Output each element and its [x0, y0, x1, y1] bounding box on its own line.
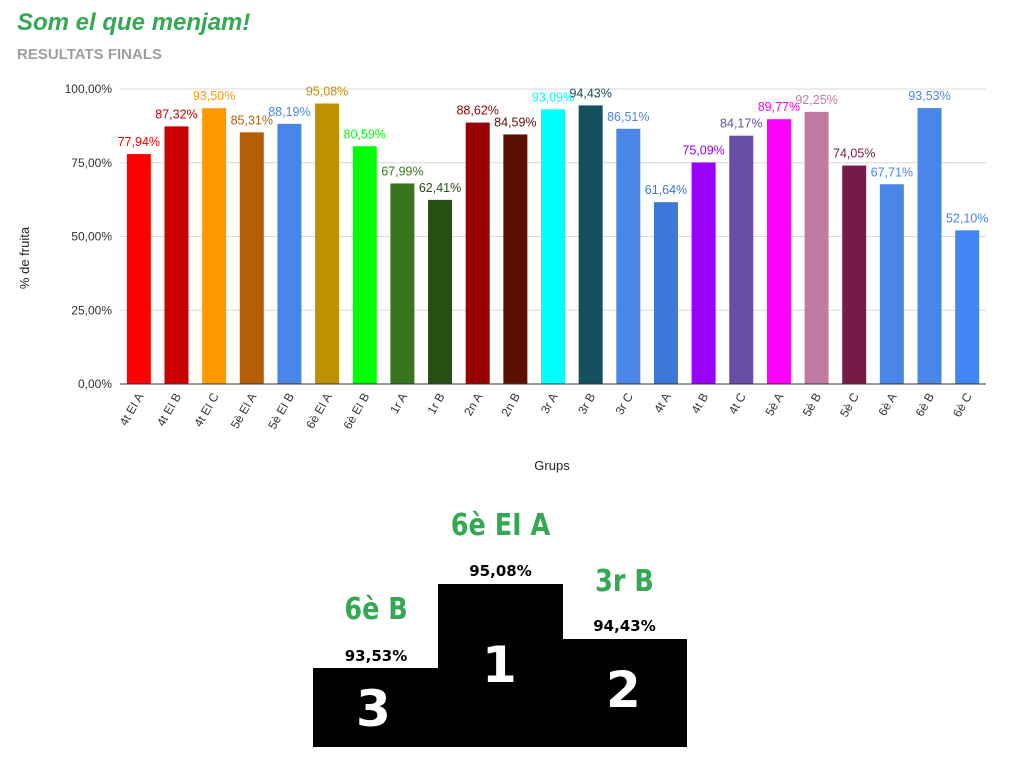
x-tick-label: 5è C — [837, 390, 862, 419]
x-tick-label: 4t B — [688, 391, 711, 416]
y-tick-label: 75,00% — [71, 156, 112, 170]
bar — [503, 134, 528, 384]
data-labels: 77,94% 87,32% 93,50% 85,31%88,19% 95,08% 80,5… — [118, 85, 989, 226]
data-label: 67,99% — [381, 164, 423, 178]
x-tick-label: 5è B — [800, 391, 824, 419]
bar-chart: 77,94% 87,32% 93,50% 85,31%88,19% 95,08% 80,5… — [17, 82, 989, 473]
y-tick-label: 50,00% — [71, 230, 112, 244]
page-title: Som el que menjam! — [17, 9, 251, 36]
podium-first-number: 1 — [482, 636, 517, 694]
bar — [541, 109, 565, 385]
x-axis-label: Grups — [534, 458, 570, 473]
podium-first-block — [438, 584, 563, 747]
x-tick-label: 6è EI A — [303, 391, 334, 432]
bar — [390, 183, 415, 384]
data-label: 93,09% — [532, 90, 574, 104]
x-tick-label: 5è A — [762, 391, 786, 419]
data-label: 62,41% — [419, 181, 461, 195]
data-label: 95,08% — [306, 85, 348, 99]
data-label: 74,05% — [833, 147, 875, 161]
bar — [616, 128, 641, 384]
x-tick-label: 4t A — [651, 391, 673, 416]
data-label: 80,59% — [344, 127, 386, 141]
x-tick-label: 4t C — [726, 390, 749, 416]
data-label: 92,25% — [795, 93, 837, 107]
data-label: 94,43% — [569, 86, 611, 100]
bar — [465, 122, 490, 385]
data-label: 93,50% — [193, 89, 235, 103]
bar — [277, 123, 302, 384]
bar — [164, 126, 189, 384]
data-label: 84,59% — [494, 115, 536, 129]
bar — [842, 165, 867, 384]
podium-third-number: 3 — [356, 680, 391, 738]
bar — [126, 154, 151, 384]
x-tick-label: 6è EI B — [341, 391, 373, 432]
data-label: 52,10% — [946, 211, 988, 225]
bar — [428, 199, 453, 384]
data-label: 61,64% — [645, 183, 687, 197]
podium-third-name: 6è B — [344, 592, 408, 627]
podium-second-block — [562, 639, 687, 747]
data-label: 88,62% — [456, 104, 498, 118]
x-tick-label: 3r B — [575, 391, 598, 417]
x-tick-label: 2n A — [461, 391, 485, 419]
bar — [879, 184, 904, 384]
x-tick-label: 3r A — [538, 391, 561, 416]
x-tick-label: 6è C — [950, 390, 975, 419]
podium-second-value: 94,43% — [593, 617, 656, 635]
x-tick-label: 6è B — [913, 391, 937, 419]
x-tick-label: 2n B — [498, 391, 522, 419]
podium-second-name: 3r B — [595, 564, 654, 599]
x-tick-label: 1r A — [387, 391, 410, 416]
data-label: 85,31% — [231, 113, 273, 127]
x-tick-label: 5è EI A — [228, 391, 259, 432]
bar — [202, 108, 227, 385]
data-label: 87,32% — [155, 107, 197, 121]
data-label: 67,71% — [871, 165, 913, 179]
bar — [578, 105, 603, 384]
page-subtitle: RESULTATS FINALS — [17, 46, 162, 63]
podium-second-number: 2 — [606, 661, 641, 719]
bar — [691, 162, 716, 384]
x-tick-label: 4t EI C — [191, 390, 222, 429]
bar — [917, 108, 942, 385]
x-tick-label: 1r B — [425, 391, 448, 417]
podium-first-name: 6è EI A — [450, 508, 551, 543]
data-label: 84,17% — [720, 117, 762, 131]
podium-third-value: 93,53% — [344, 647, 408, 665]
y-tick-label: 100,00% — [65, 82, 113, 96]
bar — [239, 132, 264, 384]
bar — [653, 202, 678, 384]
bar — [955, 230, 980, 384]
x-tick-label: 4t EI A — [117, 391, 147, 429]
data-label: 93,53% — [908, 89, 950, 103]
bar — [315, 103, 340, 384]
x-tick-label: 3r C — [612, 390, 636, 417]
bar — [766, 119, 791, 384]
data-label: 89,77% — [758, 100, 800, 114]
data-label: 86,51% — [607, 110, 649, 124]
x-tick-label: 6è A — [875, 391, 899, 419]
x-tick-label: 5è EI B — [265, 391, 297, 432]
y-tick-label: 25,00% — [71, 303, 112, 317]
data-label: 77,94% — [118, 135, 160, 149]
podium-first-value: 95,08% — [469, 562, 532, 580]
bar — [352, 146, 377, 384]
data-label: 75,09% — [682, 143, 724, 157]
bar — [804, 111, 829, 385]
y-tick-label: 0,00% — [78, 377, 112, 391]
bars — [126, 103, 980, 385]
x-tick-label: 4t EI B — [154, 391, 184, 429]
data-label: 88,19% — [268, 105, 310, 119]
bar — [729, 135, 754, 384]
podium-third-block — [313, 668, 439, 747]
y-axis-label: % de fruita — [17, 226, 32, 289]
